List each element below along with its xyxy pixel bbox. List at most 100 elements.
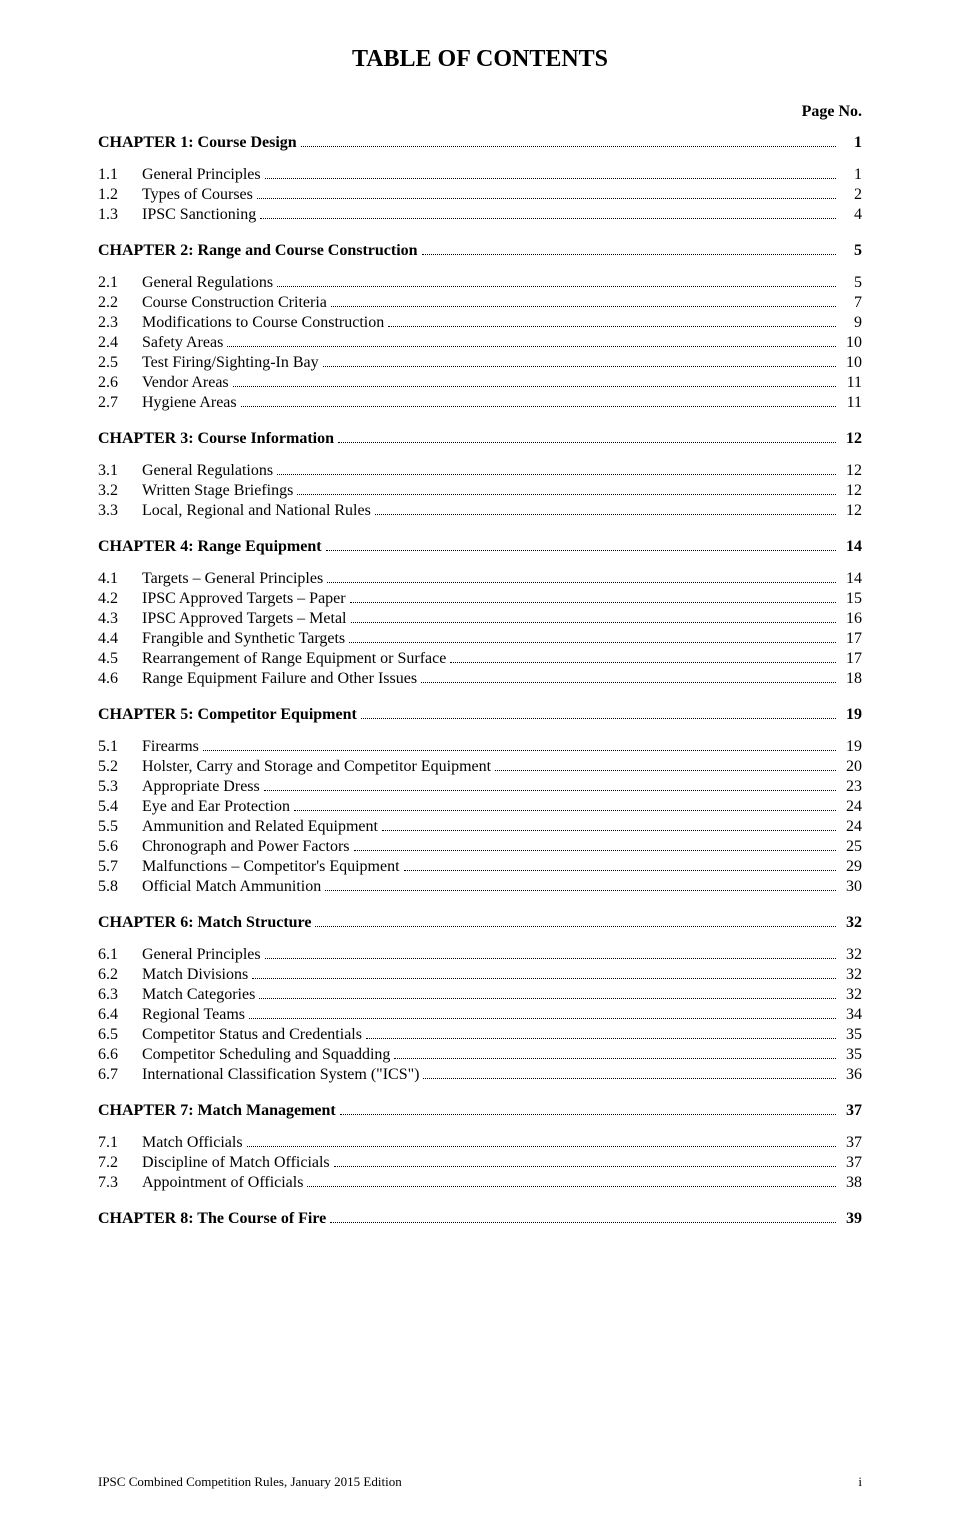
toc-sub-line: 7.1Match Officials37 [98,1133,862,1153]
toc-leader [351,611,837,623]
toc-sub-label: Competitor Status and Credentials [142,1025,362,1045]
toc-sub-page: 32 [840,965,862,985]
toc-sub-label: Match Divisions [142,965,248,985]
toc-leader [315,915,836,927]
toc-leader [375,503,836,515]
toc-sub-block: 7.1Match Officials377.2Discipline of Mat… [98,1133,862,1193]
toc-leader [260,207,836,219]
toc-sub-num: 2.2 [98,293,142,313]
toc-chapter-title: CHAPTER 8: The Course of Fire [98,1209,326,1229]
toc-leader [394,1047,836,1059]
toc-sub-label: Frangible and Synthetic Targets [142,629,345,649]
toc-sub-line: 3.1General Regulations12 [98,461,862,481]
toc-leader [361,707,836,719]
toc-sub-page: 23 [840,777,862,797]
toc-sub-page: 7 [840,293,862,313]
toc-sub-block: 1.1General Principles11.2Types of Course… [98,165,862,225]
toc-sub-num: 4.5 [98,649,142,669]
toc-leader [277,463,836,475]
toc-leader [404,859,836,871]
toc-sub-page: 24 [840,817,862,837]
toc-sub-num: 6.5 [98,1025,142,1045]
toc-sub-label: Appointment of Officials [142,1173,303,1193]
toc-chapter-line: CHAPTER 3: Course Information12 [98,429,862,449]
toc-sub-line: 4.1Targets – General Principles14 [98,569,862,589]
toc-sub-page: 9 [840,313,862,333]
toc-sub-page: 1 [840,165,862,185]
toc-sub-page: 15 [840,589,862,609]
toc-sub-page: 32 [840,945,862,965]
toc-chapter-line: CHAPTER 5: Competitor Equipment19 [98,705,862,725]
toc-sub-label: IPSC Sanctioning [142,205,256,225]
toc-sub-line: 5.7Malfunctions – Competitor's Equipment… [98,857,862,877]
toc-chapter-title: CHAPTER 4: Range Equipment [98,537,322,557]
toc-sub-num: 1.3 [98,205,142,225]
toc-sub-num: 5.3 [98,777,142,797]
toc-sub-label: Match Categories [142,985,255,1005]
toc-leader [265,167,836,179]
toc-leader [423,1067,836,1079]
toc-sub-num: 7.1 [98,1133,142,1153]
toc-sub-label: Firearms [142,737,199,757]
toc-sub-num: 6.4 [98,1005,142,1025]
toc-sub-label: Appropriate Dress [142,777,260,797]
toc-sub-num: 6.6 [98,1045,142,1065]
toc-sub-num: 2.7 [98,393,142,413]
toc-sub-label: Test Firing/Sighting-In Bay [142,353,319,373]
page-no-label: Page No. [98,103,862,121]
toc-sub-label: Targets – General Principles [142,569,323,589]
toc-sub-label: Safety Areas [142,333,223,353]
toc-sub-block: 6.1General Principles326.2Match Division… [98,945,862,1085]
doc-title: TABLE OF CONTENTS [98,46,862,73]
toc-leader [354,839,836,851]
toc-chapter-page: 37 [840,1101,862,1121]
toc-sub-label: Official Match Ammunition [142,877,321,897]
toc-sub-num: 5.7 [98,857,142,877]
toc-sub-num: 5.6 [98,837,142,857]
toc-leader [382,819,836,831]
toc-sub-line: 5.2Holster, Carry and Storage and Compet… [98,757,862,777]
toc-chapter-page: 1 [840,133,862,153]
toc-sub-line: 6.7International Classification System (… [98,1065,862,1085]
toc-leader [340,1103,836,1115]
toc-leader [227,335,836,347]
toc-sub-num: 3.3 [98,501,142,521]
toc-sub-num: 2.4 [98,333,142,353]
toc-sub-line: 2.3Modifications to Course Construction9 [98,313,862,333]
toc-sub-page: 10 [840,333,862,353]
toc-leader [259,987,836,999]
toc-leader [388,315,836,327]
toc-sub-num: 5.2 [98,757,142,777]
toc-sub-label: General Principles [142,165,261,185]
toc-chapter-title: CHAPTER 5: Competitor Equipment [98,705,357,725]
toc-leader [265,947,836,959]
toc-sub-page: 30 [840,877,862,897]
toc-sub-num: 5.8 [98,877,142,897]
toc-sub-num: 2.1 [98,273,142,293]
toc-sub-label: General Regulations [142,461,273,481]
toc-sub-page: 17 [840,649,862,669]
toc-chapter-line: CHAPTER 8: The Course of Fire39 [98,1209,862,1229]
toc-chapter-title: CHAPTER 6: Match Structure [98,913,311,933]
toc-sub-page: 35 [840,1025,862,1045]
toc-sub-page: 16 [840,609,862,629]
toc-sub-page: 10 [840,353,862,373]
toc-chapter-page: 5 [840,241,862,261]
toc-leader [294,799,836,811]
toc-leader [323,355,836,367]
toc-chapter-line: CHAPTER 1: Course Design1 [98,133,862,153]
toc-sub-page: 11 [840,373,862,393]
toc-sub-line: 4.6Range Equipment Failure and Other Iss… [98,669,862,689]
toc-sub-num: 6.1 [98,945,142,965]
toc-sub-num: 4.2 [98,589,142,609]
toc-leader [326,539,836,551]
toc-sub-page: 32 [840,985,862,1005]
toc-leader [247,1135,836,1147]
toc-sub-block: 5.1Firearms195.2Holster, Carry and Stora… [98,737,862,897]
toc-leader [277,275,836,287]
toc-sub-page: 29 [840,857,862,877]
toc-leader [338,431,836,443]
toc-sub-line: 3.3Local, Regional and National Rules12 [98,501,862,521]
toc-sub-num: 6.3 [98,985,142,1005]
toc-sub-page: 25 [840,837,862,857]
